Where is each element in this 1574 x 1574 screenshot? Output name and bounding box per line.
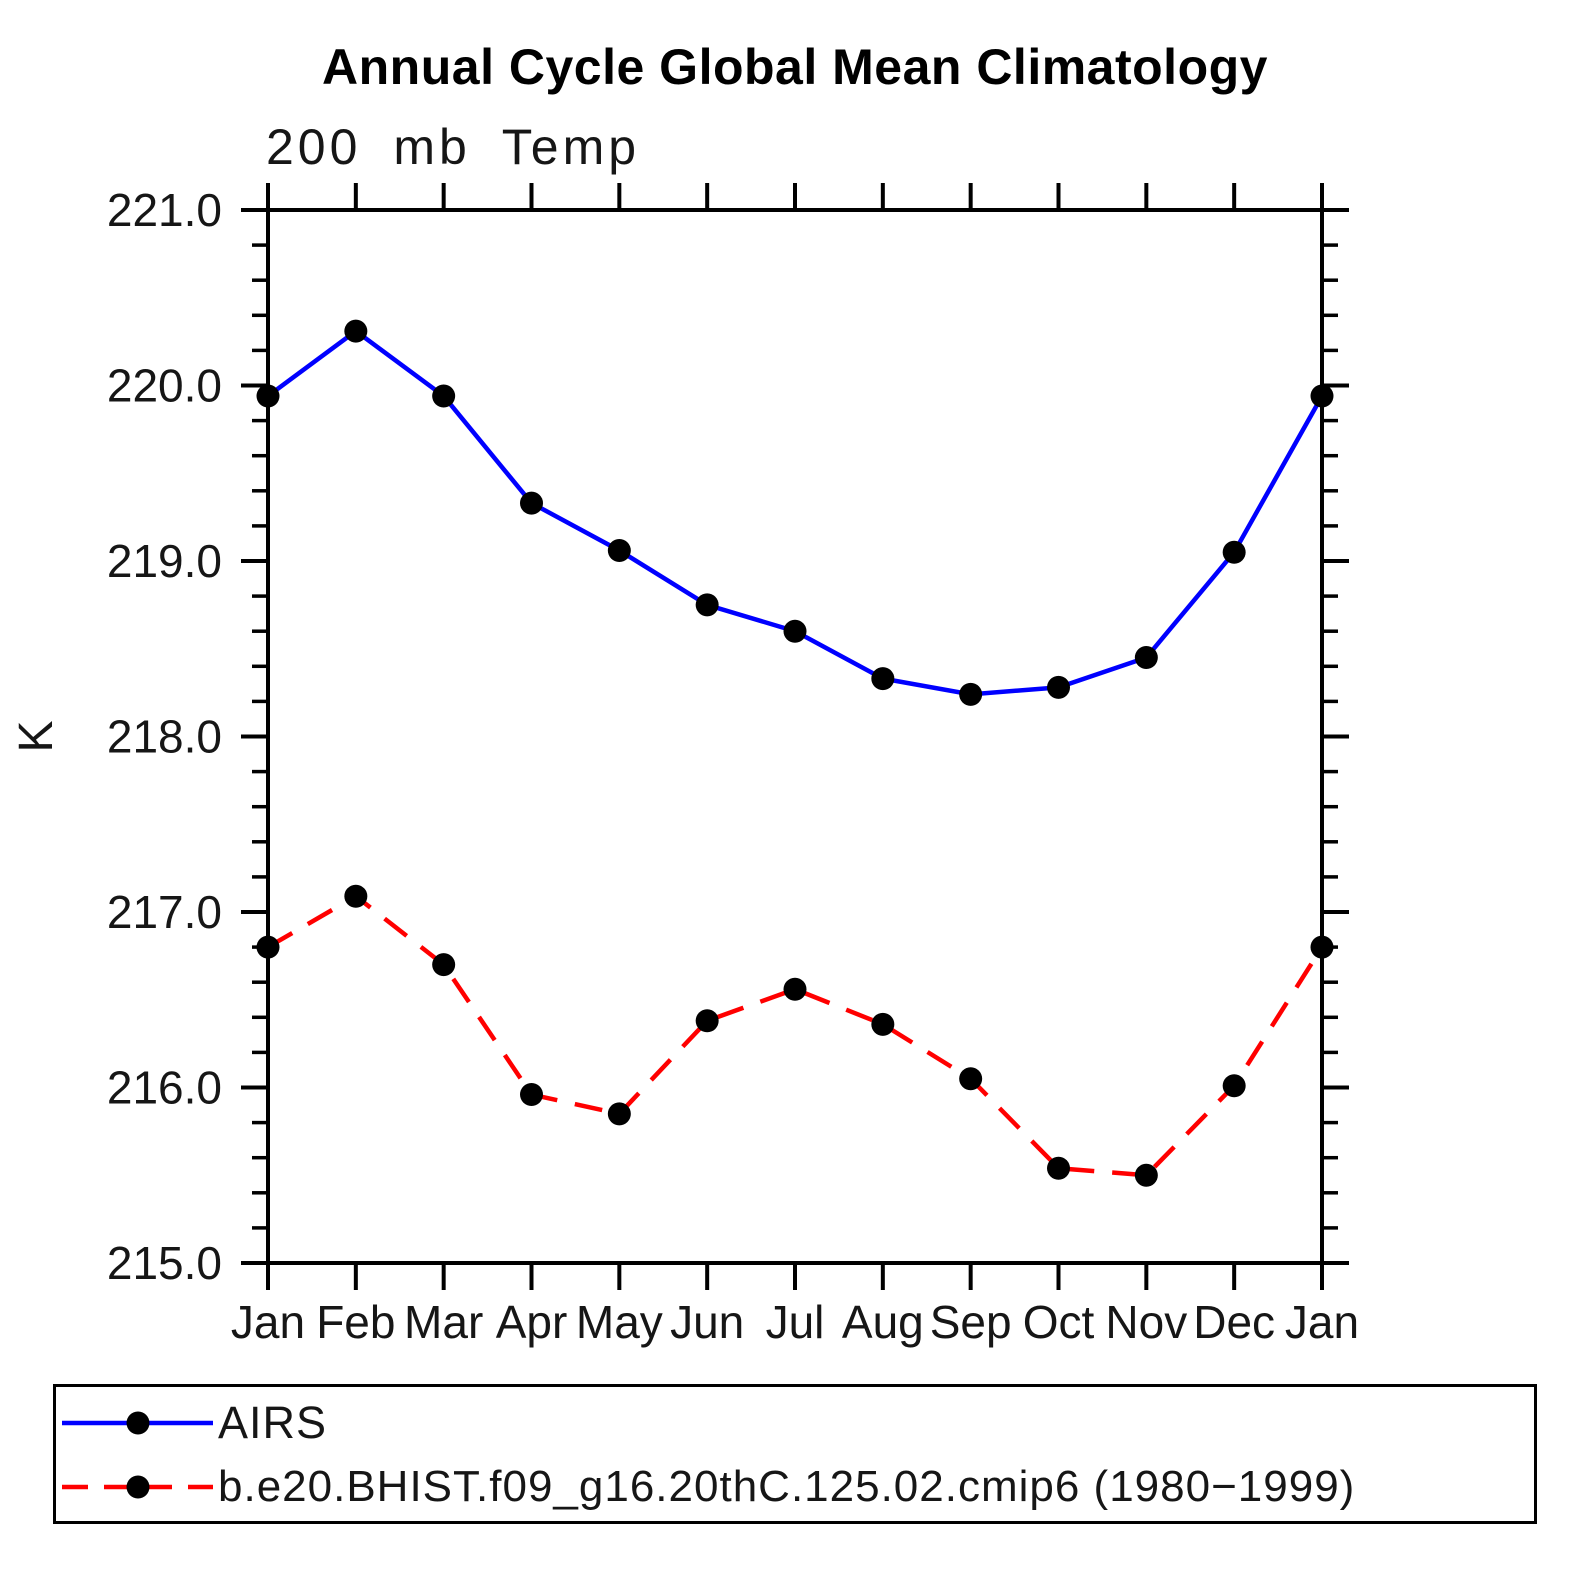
data-point-marker	[959, 1067, 983, 1091]
x-tick-label: Aug	[842, 1296, 924, 1348]
data-point-marker	[1310, 384, 1334, 408]
x-tick-label: Jan	[231, 1296, 305, 1348]
data-point-marker	[344, 884, 368, 908]
legend: AIRS b.e20.BHIST.f09_g16.20thC.125.02.cm…	[53, 1384, 1537, 1524]
legend-label-airs: AIRS	[218, 1397, 328, 1448]
data-point-marker	[520, 491, 543, 515]
legend-label-model: b.e20.BHIST.f09_g16.20thC.125.02.cmip6 (…	[218, 1462, 1356, 1511]
data-point-marker	[1047, 675, 1070, 699]
model-line-sample-icon	[62, 1475, 213, 1499]
x-tick-label: Oct	[1023, 1296, 1095, 1348]
x-tick-label: Dec	[1193, 1296, 1275, 1348]
data-point-marker	[1134, 646, 1158, 670]
chart-subtitle: 200 mb Temp	[266, 119, 641, 175]
data-point-marker	[783, 619, 807, 643]
chart-title: Annual Cycle Global Mean Climatology	[322, 39, 1268, 95]
airs-line-sample-icon	[62, 1411, 213, 1435]
data-point-marker	[1047, 1156, 1070, 1180]
series-line-model	[266, 893, 1324, 1178]
y-tick-label: 217.0	[107, 886, 222, 938]
y-tick-label: 215.0	[107, 1237, 222, 1289]
x-tick-label: Feb	[316, 1296, 395, 1348]
data-point-marker	[871, 667, 895, 691]
data-point-marker	[783, 977, 807, 1001]
data-point-marker	[959, 682, 983, 706]
data-point-marker	[695, 593, 719, 617]
y-tick-label: 221.0	[107, 184, 222, 236]
x-tick-label: Apr	[496, 1296, 568, 1348]
data-point-marker	[256, 384, 280, 408]
plot-frame	[266, 208, 1324, 1265]
x-tick-label: Jan	[1285, 1296, 1359, 1348]
x-tick-label: May	[576, 1296, 663, 1348]
data-point-marker	[871, 1012, 895, 1036]
x-tick-label: Sep	[930, 1296, 1012, 1348]
x-tick-label: Nov	[1105, 1296, 1187, 1348]
x-tick-label: Mar	[404, 1296, 483, 1348]
y-tick-label: 218.0	[107, 711, 222, 763]
data-point-marker	[256, 935, 280, 959]
y-tick-label: 220.0	[107, 360, 222, 412]
data-point-marker	[1222, 540, 1246, 564]
x-tick-label: Jun	[670, 1296, 744, 1348]
legend-item-model: b.e20.BHIST.f09_g16.20thC.125.02.cmip6 (…	[58, 1459, 1355, 1515]
data-point-marker	[607, 538, 631, 562]
y-tick-label: 216.0	[107, 1062, 222, 1114]
data-point-marker	[1222, 1074, 1246, 1098]
x-tick-label: Jul	[766, 1296, 825, 1348]
legend-item-airs: AIRS	[58, 1395, 327, 1451]
data-point-marker	[432, 953, 456, 977]
data-point-marker	[344, 319, 368, 343]
y-tick-label: 219.0	[107, 535, 222, 587]
y-axis-title: K	[10, 720, 63, 752]
data-point-marker	[432, 384, 456, 408]
data-point-marker	[1134, 1163, 1158, 1187]
data-point-marker	[695, 1009, 719, 1033]
data-point-marker	[607, 1102, 631, 1126]
data-point-marker	[1310, 935, 1334, 959]
data-point-marker	[520, 1083, 543, 1107]
